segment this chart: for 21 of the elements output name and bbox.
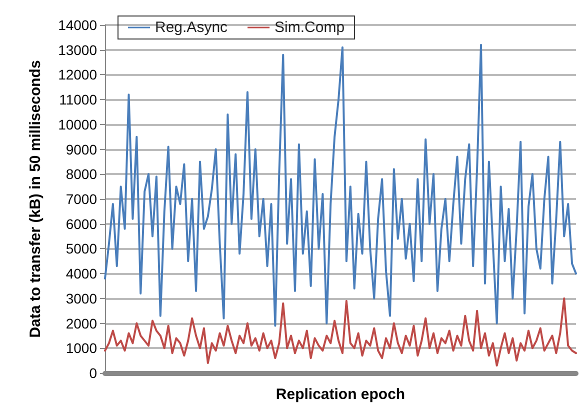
legend-label: Reg.Async	[155, 19, 228, 36]
x-axis-title: Replication epoch	[276, 386, 406, 403]
y-tick-label: 5000	[66, 240, 98, 257]
y-axis-title: Data to transfer (kB) in 50 milliseconds	[27, 60, 44, 338]
y-tick-label: 1000	[66, 340, 98, 356]
y-tick-label: 0	[89, 365, 98, 381]
y-tick-label: 8000	[66, 166, 98, 182]
y-tick-label: 12000	[58, 66, 98, 83]
y-tick-label: 10000	[58, 116, 98, 132]
y-tick-label: 2000	[66, 315, 98, 332]
y-tick-label: 6000	[66, 216, 98, 232]
line-series	[104, 297, 577, 367]
y-tick-label: 3000	[66, 290, 98, 306]
y-tick-label: 14000	[58, 17, 98, 33]
y-tick-label: 4000	[66, 266, 98, 282]
y-tick-label: 9000	[66, 141, 98, 158]
y-tick-label: 11000	[59, 92, 98, 108]
line-series	[104, 44, 577, 327]
y-tick-label: 13000	[58, 42, 98, 58]
legend-label: Sim.Comp	[274, 19, 345, 36]
y-tick-label: 7000	[66, 191, 98, 207]
